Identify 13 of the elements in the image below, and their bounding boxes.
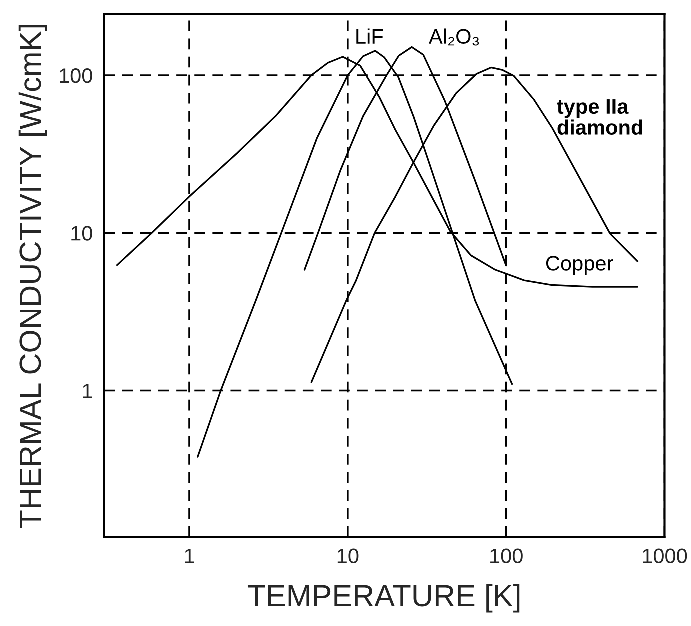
x-axis-title: TEMPERATURE [K] [248, 584, 520, 613]
x-tick-label: 10 [338, 548, 359, 564]
series-label: LiF [356, 28, 384, 44]
series-label: type IIa diamond [557, 100, 642, 135]
x-tick-label: 1000 [643, 548, 688, 564]
series-label: Al₂O₃ [428, 28, 480, 46]
y-tick-label: 10 [72, 226, 92, 241]
y-tick-label: 100 [60, 68, 92, 84]
y-axis-title: THERMAL CONDUCTIVITY [W/cmK] [18, 24, 48, 528]
x-tick-label: 1 [185, 548, 194, 564]
x-tick-label: 100 [490, 548, 523, 564]
series-label: Copper [546, 256, 614, 276]
y-tick-label: 1 [83, 384, 92, 398]
